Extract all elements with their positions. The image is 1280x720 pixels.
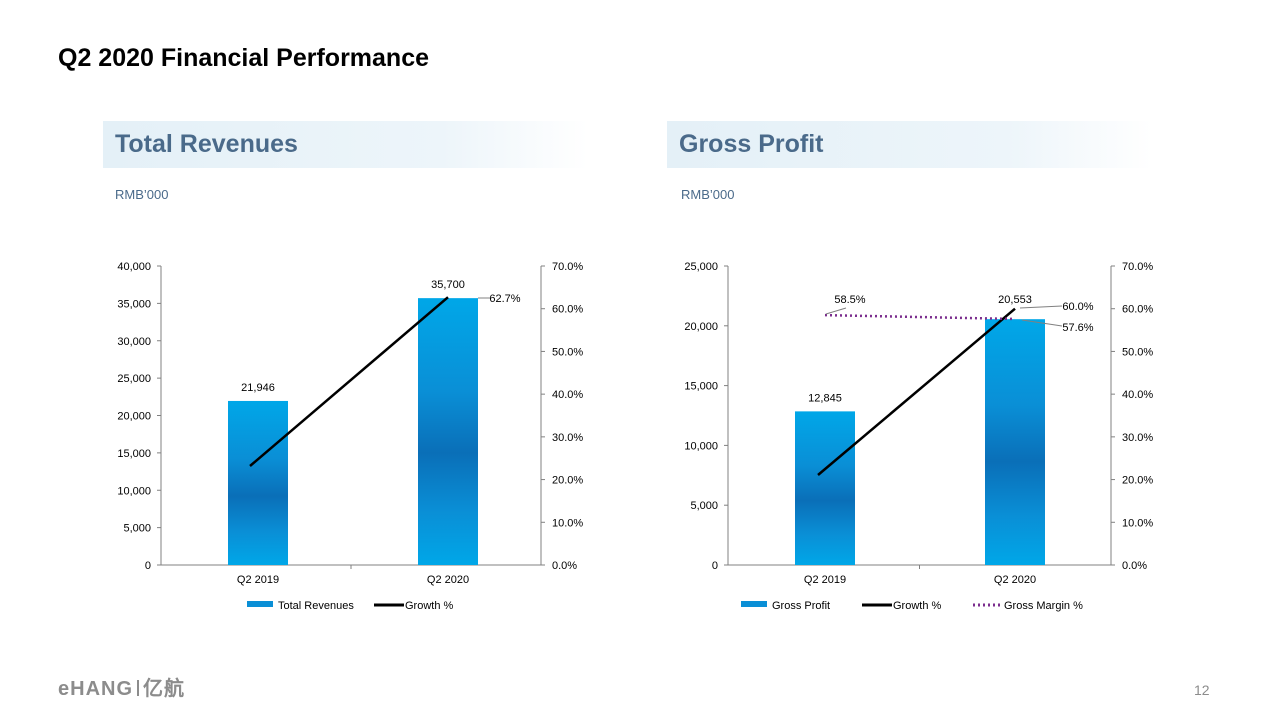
legend-label: Growth % [405, 600, 454, 612]
right-tick-label: 70.0% [552, 261, 583, 273]
left-tick-label: 0 [145, 560, 151, 572]
bar [228, 400, 288, 565]
legend-label: Total Revenues [278, 600, 354, 612]
gross-profit-panel-header: Gross Profit [667, 121, 1152, 168]
left-tick-label: 15,000 [117, 448, 151, 460]
gross-profit-chart: 0 5,000 10,000 15,000 20,000 25,000 0.0% 10.0% 2… [684, 261, 1153, 612]
gross-profit-unit-label: RMB’000 [681, 187, 735, 202]
logo-separator [137, 680, 140, 696]
legend-label: Gross Profit [772, 600, 830, 612]
right-tick-label: 60.0% [1122, 304, 1153, 316]
bar-data-label: 21,946 [241, 382, 275, 394]
right-tick-label: 10.0% [1122, 517, 1153, 529]
right-tick-label: 60.0% [552, 304, 583, 316]
left-tick-label: 25,000 [117, 373, 151, 385]
bar [795, 411, 855, 565]
legend-label: Growth % [893, 600, 942, 612]
category-label: Q2 2019 [237, 574, 279, 586]
margin-label-leader [1021, 319, 1063, 327]
slide-title: Q2 2020 Financial Performance [58, 44, 430, 72]
growth-data-label: 60.0% [1062, 301, 1093, 313]
logo-text: eHANG [58, 678, 134, 700]
left-tick-label: 20,000 [684, 321, 718, 333]
left-tick-label: 5,000 [690, 500, 718, 512]
margin-data-label: 57.6% [1062, 322, 1093, 334]
legend-bar-swatch [247, 601, 273, 607]
bar-data-label: 20,553 [998, 294, 1032, 306]
left-tick-label: 10,000 [117, 485, 151, 497]
bar-data-label: 35,700 [431, 279, 465, 291]
right-tick-label: 40.0% [1122, 389, 1153, 401]
growth-line [249, 296, 449, 467]
left-tick-label: 30,000 [117, 336, 151, 348]
growth-data-label: 62.7% [489, 293, 520, 305]
margin-data-label: 58.5% [834, 294, 865, 306]
gross-profit-header-text: Gross Profit [679, 130, 824, 158]
category-label: Q2 2019 [804, 574, 846, 586]
right-tick-label: 50.0% [1122, 346, 1153, 358]
left-tick-label: 15,000 [684, 381, 718, 393]
growth-label-leader [1019, 305, 1063, 309]
legend-bar-swatch [741, 601, 767, 607]
growth-line [817, 307, 1016, 476]
bar [418, 298, 478, 565]
left-tick-label: 5,000 [123, 523, 151, 535]
margin-label-leader [825, 307, 847, 315]
revenues-unit-label: RMB’000 [115, 187, 169, 202]
left-tick-label: 25,000 [684, 261, 718, 273]
category-label: Q2 2020 [994, 574, 1036, 586]
right-tick-label: 0.0% [1122, 560, 1147, 572]
left-tick-label: 35,000 [117, 298, 151, 310]
legend-label: Gross Margin % [1004, 600, 1083, 612]
left-tick-label: 40,000 [117, 261, 151, 273]
revenues-panel-header: Total Revenues [103, 121, 588, 168]
bar-data-label: 12,845 [808, 392, 842, 404]
left-tick-label: 0 [712, 560, 718, 572]
total-revenues-chart: 0 5,000 10,000 15,000 20,000 25,000 30,000 35,0… [117, 261, 583, 612]
right-tick-label: 20.0% [552, 475, 583, 487]
right-tick-label: 40.0% [552, 389, 583, 401]
left-tick-label: 10,000 [684, 440, 718, 452]
right-tick-label: 70.0% [1122, 261, 1153, 273]
right-tick-label: 10.0% [552, 517, 583, 529]
gross-margin-line [824, 313, 1016, 321]
right-tick-label: 50.0% [552, 346, 583, 358]
bar [985, 319, 1045, 565]
right-tick-label: 20.0% [1122, 475, 1153, 487]
logo-text-cn: 亿航 [143, 678, 186, 700]
right-tick-label: 30.0% [1122, 432, 1153, 444]
category-label: Q2 2020 [427, 574, 469, 586]
left-tick-label: 20,000 [117, 411, 151, 423]
revenues-header-text: Total Revenues [115, 130, 298, 158]
ehang-logo: eHANG 亿航 [58, 672, 185, 701]
page-number: 12 [1194, 682, 1210, 698]
right-tick-label: 0.0% [552, 560, 577, 572]
right-tick-label: 30.0% [552, 432, 583, 444]
